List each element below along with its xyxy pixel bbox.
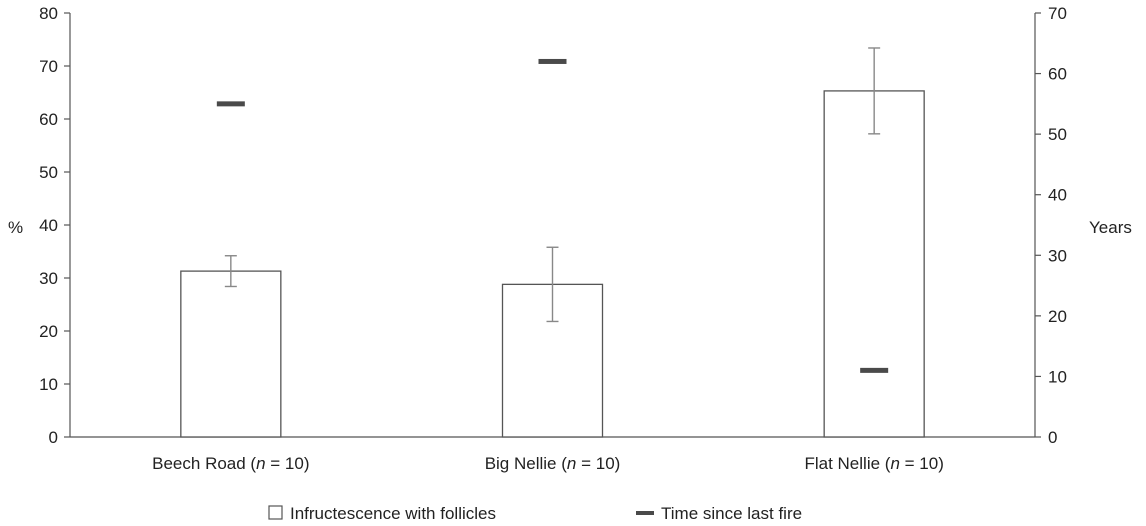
y-tick-label-left: 50	[39, 163, 58, 182]
y-tick-label-right: 60	[1048, 65, 1067, 84]
y-tick-label-left: 0	[49, 428, 58, 447]
legend: Infructescence with follicles Time since…	[268, 504, 802, 523]
markers	[216, 58, 889, 373]
x-tick-labels: Beech Road (n = 10) Big Nellie (n = 10) Fl…	[152, 454, 944, 473]
legend-swatch-markers	[636, 511, 654, 515]
y-axis-label-right: Years	[1089, 218, 1132, 237]
y-tick-label-left: 70	[39, 57, 58, 76]
y-tick-label-left: 40	[39, 216, 58, 235]
y-axis-label-left: %	[8, 218, 23, 237]
y-tick-label-right: 30	[1048, 246, 1067, 265]
error-bars	[224, 47, 881, 323]
y-tick-label-right: 10	[1048, 367, 1067, 386]
legend-label-markers: Time since last fire	[661, 504, 802, 523]
y-tick-label-left: 60	[39, 110, 58, 129]
bar	[823, 90, 925, 438]
fire-marker	[538, 58, 567, 64]
y-tick-label-right: 0	[1048, 428, 1057, 447]
bar	[180, 270, 282, 438]
legend-label-bars: Infructescence with follicles	[290, 504, 496, 523]
y-tick-label-right: 20	[1048, 307, 1067, 326]
y-tick-label-left: 80	[39, 4, 58, 23]
legend-swatch-bars	[268, 505, 283, 520]
y-tick-label-right: 40	[1048, 186, 1067, 205]
bars	[180, 90, 925, 438]
y-tick-label-left: 20	[39, 322, 58, 341]
y-tick-label-left: 30	[39, 269, 58, 288]
x-tick-label: Big Nellie (n = 10)	[485, 454, 621, 473]
y-tick-label-right: 70	[1048, 4, 1067, 23]
y-tick-label-right: 50	[1048, 125, 1067, 144]
fire-marker	[860, 367, 889, 373]
x-tick-label: Flat Nellie (n = 10)	[804, 454, 943, 473]
x-tick-label: Beech Road (n = 10)	[152, 454, 309, 473]
fire-marker	[216, 101, 245, 107]
y-tick-label-left: 10	[39, 375, 58, 394]
